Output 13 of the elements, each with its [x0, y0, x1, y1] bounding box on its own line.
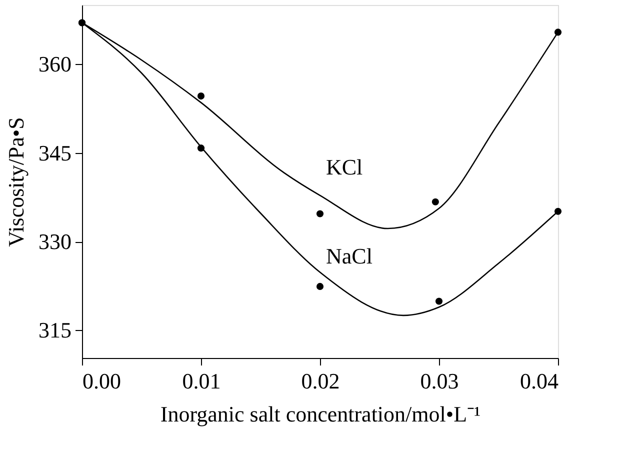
- x-axis-title: Inorganic salt concentration/mol•L⁻¹: [160, 402, 481, 426]
- x-tick-label: 0.04: [520, 368, 558, 394]
- x-tick-label: 0.03: [420, 368, 459, 394]
- y-tick-label: 345: [38, 140, 72, 166]
- x-tick-label: 0.02: [301, 368, 340, 394]
- x-tick-label: 0.01: [182, 368, 221, 394]
- y-tick-label: 330: [38, 229, 72, 254]
- y-tick-label: 360: [38, 52, 72, 77]
- y-axis-title: Viscosity/Pa•S: [4, 117, 28, 247]
- series-label: NaCl: [326, 243, 372, 268]
- x-tick-label: 0.00: [82, 368, 121, 394]
- series-label: KCl: [326, 154, 363, 180]
- y-tick-label: 315: [38, 318, 72, 343]
